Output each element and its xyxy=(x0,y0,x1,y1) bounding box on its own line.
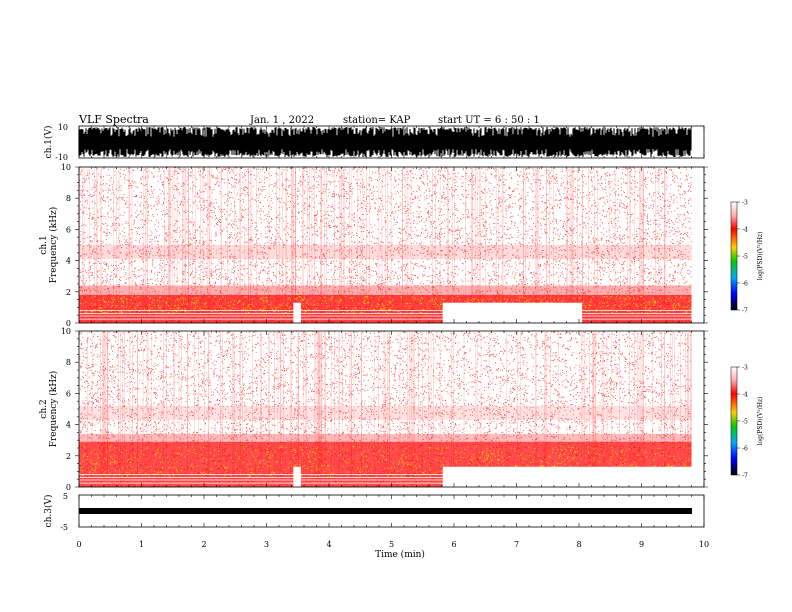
ytick-label: 2 xyxy=(66,288,71,297)
spec2-gap-1 xyxy=(442,466,692,487)
ch3-waveform-ylabel: ch.3(V) xyxy=(43,495,54,528)
xtick-label: 9 xyxy=(639,540,644,549)
colorbar-tick-label: -3 xyxy=(742,365,748,372)
ytick-label: 2 xyxy=(66,452,71,461)
colorbar-tick-label: -7 xyxy=(742,308,748,315)
ticks3-xticks xyxy=(78,331,705,487)
spec1-gap-0 xyxy=(293,302,301,323)
colorbar-tick-label: -4 xyxy=(742,227,748,234)
spec2-band-1 xyxy=(79,433,692,442)
spec2-white-lines xyxy=(79,474,692,484)
colorbar-tick-label: -4 xyxy=(742,392,748,399)
spec1-white-lines xyxy=(79,310,692,320)
x-axis-label: Time (min) xyxy=(375,549,425,560)
ch1-colorbar xyxy=(730,201,738,311)
spec1-band-2 xyxy=(79,245,692,260)
ch2-spec-ylabel-line2: Frequency (kHz) xyxy=(48,371,59,448)
ticks3-yticks xyxy=(75,330,708,488)
ticks4-xticks xyxy=(78,495,705,527)
ch1-waveform-panel: 10 -10 ch.1(V) xyxy=(43,123,705,162)
ch2-colorbar-label: log(PSD)(V²/Hz) xyxy=(757,397,764,446)
xtick-label: 8 xyxy=(576,540,581,549)
spec1-gap-1 xyxy=(442,302,583,323)
ch3-waveform-panel: 5 -5 ch.3(V) 0 1 2 3 4 5 6 7 8 9 10 Time (min) xyxy=(43,492,709,560)
ch2-spec-ylabel-line1: ch.2 xyxy=(39,399,49,418)
ch3-ytick-bottom: -5 xyxy=(60,523,68,532)
spec2-impulses xyxy=(87,332,692,481)
ch1-ytick-top: 10 xyxy=(58,123,68,132)
colorbar-tick-label: -3 xyxy=(742,200,748,207)
colorbar-tick-label: -7 xyxy=(742,473,748,480)
colorbar-tick-label: -6 xyxy=(742,281,748,288)
xtick-label: 5 xyxy=(389,540,394,549)
xtick-label: 2 xyxy=(201,540,206,549)
ytick-label: 8 xyxy=(66,358,71,367)
ticks2-xticks xyxy=(78,167,705,323)
ch1-spec-ylabel-line1: ch.1 xyxy=(39,235,49,254)
station-label: station= KAP xyxy=(343,115,411,126)
xtick-label: 0 xyxy=(76,540,81,549)
xtick-label: 3 xyxy=(264,540,269,549)
ch1-spec-ylabel-line2: Frequency (kHz) xyxy=(48,207,59,284)
spec1-band-1 xyxy=(79,285,692,295)
xtick-label: 10 xyxy=(699,540,709,549)
ytick-label: 10 xyxy=(61,327,71,336)
ytick-label: 6 xyxy=(66,225,71,234)
ytick-label: 4 xyxy=(66,257,71,266)
ytick-label: 0 xyxy=(66,483,71,492)
figure-title: VLF Spectra xyxy=(78,113,149,126)
xtick-label: 4 xyxy=(326,540,331,549)
ytick-label: 8 xyxy=(66,194,71,203)
start-time-label: start UT = 6 : 50 : 1 xyxy=(438,115,540,126)
ticks2-yticks xyxy=(75,166,708,324)
ch2-colorbar xyxy=(730,366,738,476)
xtick-label: 1 xyxy=(139,540,144,549)
spec2-band-2 xyxy=(79,405,692,420)
ch3-waveform-trace xyxy=(79,508,692,514)
ch1-ytick-bottom: -10 xyxy=(55,153,68,162)
spec2-gap-0 xyxy=(293,466,301,487)
ticks1-xticks xyxy=(78,126,705,158)
ch3-ytick-top: 5 xyxy=(63,492,68,501)
spec1-impulses xyxy=(79,168,667,317)
ch1-waveform-ylabel: ch.1(V) xyxy=(43,126,54,159)
colorbar-tick-label: -5 xyxy=(742,419,748,426)
spec2-no-data xyxy=(691,331,704,487)
ytick-label: 4 xyxy=(66,421,71,430)
spec1-no-data xyxy=(691,167,704,323)
date-label: Jan. 1 , 2022 xyxy=(249,115,314,126)
ytick-label: 6 xyxy=(66,389,71,398)
ytick-label: 10 xyxy=(61,163,71,172)
ch1-waveform-trace xyxy=(78,127,692,157)
ytick-label: 0 xyxy=(66,319,71,328)
ch1-colorbar-label: log(PSD)(V²/Hz) xyxy=(757,232,764,281)
colorbar-tick-label: -5 xyxy=(742,254,748,261)
xtick-label: 7 xyxy=(514,540,519,549)
xtick-label: 6 xyxy=(451,540,456,549)
colorbar-tick-label: -6 xyxy=(742,446,748,453)
